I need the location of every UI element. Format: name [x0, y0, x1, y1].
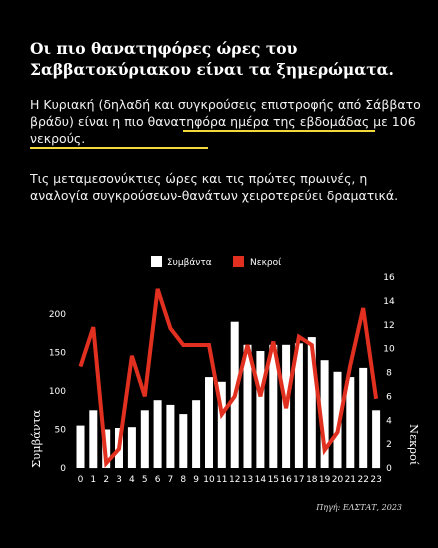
bar-hour-23 — [372, 410, 381, 469]
x-tick-label: 2 — [103, 475, 109, 485]
x-tick-label: 1 — [90, 475, 96, 485]
x-tick-label: 13 — [242, 475, 253, 485]
y-right-tick-label: 4 — [386, 416, 392, 426]
y-left-tick-label: 50 — [55, 426, 67, 436]
y-right-tick-label: 8 — [386, 369, 392, 379]
bar-hour-22 — [359, 367, 368, 468]
intro-text: Η Κυριακή (δηλαδή και συγκρούσεις επιστρ… — [30, 97, 421, 129]
bar-hour-4 — [127, 427, 136, 468]
x-tick-label: 12 — [229, 475, 240, 485]
y-right-tick-label: 0 — [386, 464, 392, 474]
bar-hour-17 — [294, 343, 303, 468]
highlighted-text: η πιο θανατηφόρα ημέρα της εβδομάδας με … — [30, 114, 416, 146]
bar-hour-6 — [153, 400, 162, 468]
x-tick-label: 4 — [129, 475, 135, 485]
bar-hour-19 — [320, 360, 329, 468]
highlight-underline — [183, 130, 375, 132]
legend-label-line: Νεκροί — [250, 258, 281, 268]
x-tick-label: 8 — [180, 475, 186, 485]
bar-hour-11 — [217, 381, 226, 468]
y-right-tick-label: 2 — [386, 440, 392, 450]
y-left-tick-label: 0 — [60, 464, 66, 474]
x-tick-label: 14 — [255, 475, 267, 485]
x-tick-label: 21 — [345, 475, 356, 485]
insight-paragraph: Τις μεταμεσονύκτιες ώρες και τις πρώτες … — [30, 171, 399, 203]
x-tick-label: 23 — [370, 475, 381, 485]
x-tick-label: 10 — [203, 475, 215, 485]
x-tick-label: 18 — [306, 475, 318, 485]
bar-hour-7 — [166, 404, 175, 468]
x-tick-label: 3 — [116, 475, 122, 485]
x-tick-label: 15 — [268, 475, 279, 485]
intro-paragraph: Η Κυριακή (δηλαδή και συγκρούσεις επιστρ… — [30, 96, 425, 147]
x-tick-label: 22 — [357, 475, 368, 485]
y-left-tick-label: 200 — [49, 310, 66, 320]
bar-hour-14 — [256, 351, 265, 468]
y-right-tick-label: 10 — [383, 345, 395, 355]
y-right-tick-label: 12 — [383, 321, 394, 331]
bar-hour-8 — [179, 414, 188, 468]
y-right-tick-label: 14 — [383, 297, 395, 307]
highlight-underline — [30, 147, 208, 149]
y-right-tick-label: 16 — [383, 273, 395, 283]
y-left-tick-label: 100 — [49, 387, 66, 397]
legend-swatch-bars — [151, 256, 162, 267]
chart-title: Οι πιο θανατηφόρες ώρες του Σαββατοκύρια… — [30, 39, 394, 79]
x-tick-label: 9 — [193, 475, 199, 485]
legend-swatch-line — [233, 256, 244, 267]
x-tick-label: 5 — [142, 475, 148, 485]
bar-hour-15 — [269, 344, 278, 468]
bar-hour-21 — [346, 377, 355, 468]
bar-hour-18 — [307, 337, 316, 468]
source-note: Πηγή: ΕΛΣΤΑΤ, 2023 — [316, 503, 402, 512]
x-tick-label: 20 — [332, 475, 344, 485]
bar-hour-10 — [205, 377, 213, 468]
deaths-line — [78, 288, 379, 468]
bar-hour-1 — [89, 410, 98, 469]
y-right-tick-label: 6 — [386, 392, 392, 402]
y-right-axis-title: Νεκροί — [407, 424, 421, 465]
bar-hour-20 — [333, 371, 342, 469]
bar-hour-9 — [192, 400, 201, 468]
legend-label-bars: Συμβάντα — [167, 258, 212, 268]
x-tick-label: 6 — [155, 475, 161, 485]
bar-hour-0 — [76, 425, 85, 468]
x-tick-label: 7 — [168, 475, 174, 485]
x-tick-label: 19 — [319, 475, 331, 485]
x-tick-label: 16 — [280, 475, 292, 485]
x-tick-label: 0 — [78, 475, 84, 485]
bar-hour-5 — [140, 410, 149, 469]
y-left-tick-label: 150 — [49, 349, 66, 359]
x-tick-label: 11 — [216, 475, 227, 485]
y-left-axis-title: Συμβάντα — [29, 410, 43, 468]
x-tick-label: 17 — [293, 475, 304, 485]
bar-hour-13 — [243, 344, 252, 468]
